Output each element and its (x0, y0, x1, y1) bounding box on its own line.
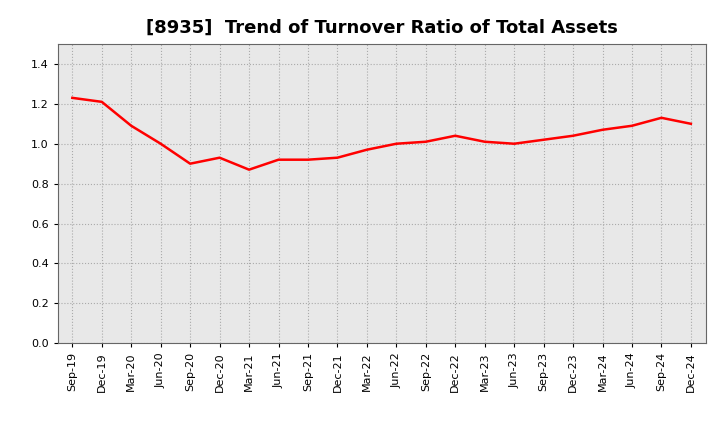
Title: [8935]  Trend of Turnover Ratio of Total Assets: [8935] Trend of Turnover Ratio of Total … (145, 19, 618, 37)
